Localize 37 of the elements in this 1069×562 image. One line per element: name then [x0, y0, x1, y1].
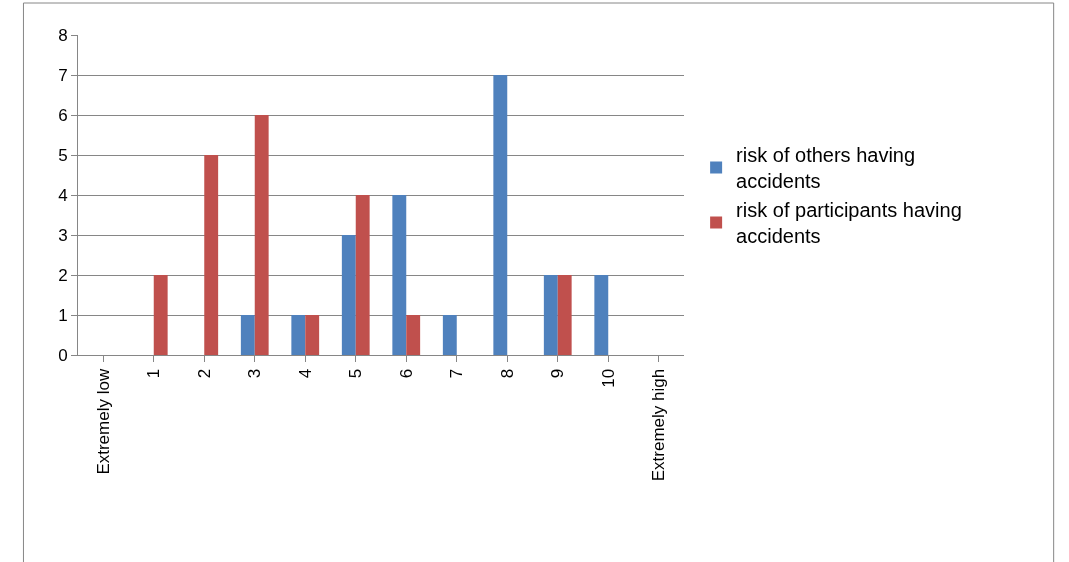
bar — [493, 75, 508, 355]
x-tick-label: 7 — [447, 368, 467, 379]
y-tick-label: 7 — [58, 65, 68, 85]
bar — [153, 275, 168, 355]
bar — [341, 235, 356, 355]
bar — [305, 315, 320, 355]
y-tick-label: 5 — [58, 145, 68, 165]
bar — [406, 315, 421, 355]
y-tick-label: 1 — [58, 305, 68, 325]
y-tick-label: 6 — [58, 105, 68, 125]
legend-label: risk of participants having accidents — [736, 199, 962, 248]
x-tick-label: 3 — [245, 368, 265, 379]
bar — [240, 315, 255, 355]
bar — [392, 195, 407, 355]
bar — [442, 315, 457, 355]
bar — [594, 275, 609, 355]
x-tick-label: Extremely low — [93, 368, 113, 475]
y-tick-label: 3 — [58, 225, 68, 245]
y-tick-label: 0 — [58, 345, 68, 365]
x-tick-label: 2 — [194, 368, 214, 379]
x-tick-label: 1 — [144, 368, 164, 379]
bar — [254, 115, 269, 355]
x-tick-label: 10 — [598, 368, 618, 388]
bar — [557, 275, 572, 355]
bar — [355, 195, 370, 355]
y-tick-label: 2 — [58, 265, 68, 285]
x-tick-label: 4 — [295, 368, 315, 379]
bar — [291, 315, 306, 355]
bar — [204, 155, 219, 355]
x-tick-label: 8 — [497, 368, 517, 379]
x-tick-label: 6 — [396, 368, 416, 379]
x-tick-label: 9 — [548, 368, 568, 379]
x-tick-label: 5 — [346, 368, 366, 379]
y-tick-label: 4 — [58, 185, 68, 205]
x-tick-label: Extremely high — [649, 368, 669, 482]
y-tick-label: 8 — [58, 25, 68, 45]
bar — [543, 275, 558, 355]
